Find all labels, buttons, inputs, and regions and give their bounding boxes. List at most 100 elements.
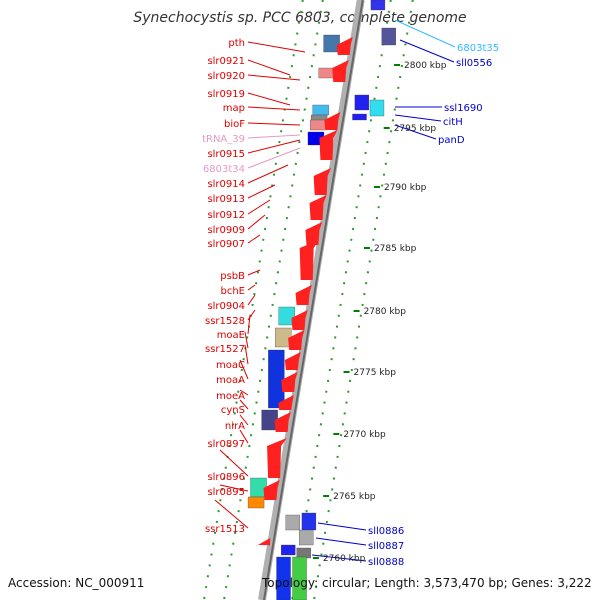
gene-label: moaA <box>216 375 245 386</box>
dot-line-left-inner <box>223 0 324 600</box>
kbp-tick-label: 2770 kbp <box>343 430 386 440</box>
gene-block <box>323 34 340 53</box>
gene-label: nirA <box>225 421 245 432</box>
forward-gene-arrow <box>336 37 353 55</box>
leader-line <box>214 499 249 529</box>
accession-text: Accession: NC_000911 <box>8 576 145 590</box>
leader-line <box>239 429 249 444</box>
dot-line-left-outer <box>203 0 304 600</box>
gene-label: psbB <box>220 271 245 282</box>
leader-line <box>247 106 301 111</box>
gene-label: moeA <box>216 391 245 402</box>
label-leader-lines <box>214 19 456 562</box>
leader-line <box>311 554 367 562</box>
reverse-gene-block <box>299 529 314 546</box>
gene-label: slr0904 <box>207 301 245 312</box>
leader-line <box>219 449 249 477</box>
gene-block <box>312 104 329 116</box>
forward-gene-arrow <box>274 412 291 432</box>
kbp-tick-label: 2790 kbp <box>384 183 427 193</box>
leader-line <box>247 92 291 106</box>
leader-line <box>394 114 442 122</box>
dot-line-right-outer <box>313 0 414 600</box>
forward-gene-arrow <box>288 330 305 350</box>
dot-line-right-inner <box>291 0 392 600</box>
genome-info-text: Topology: circular; Length: 3,573,470 bp… <box>262 576 592 590</box>
leader-line <box>239 414 249 426</box>
backbone-line <box>263 0 364 600</box>
leader-line <box>247 199 271 215</box>
forward-gene-arrow <box>281 372 298 392</box>
leader-line <box>315 537 367 546</box>
kbp-tick-label: 2765 kbp <box>333 492 376 502</box>
gene-label: moaE <box>217 330 245 341</box>
forward-gene-arrow <box>313 168 332 195</box>
leader-line <box>247 122 301 126</box>
gene-label: ssl1690 <box>444 103 483 114</box>
forward-gene-arrow <box>299 240 320 280</box>
gene-label: slr0912 <box>207 210 245 221</box>
reverse-gene-block <box>354 94 370 111</box>
gene-label: ssr1528 <box>205 316 245 327</box>
leader-line <box>239 389 249 396</box>
gene-label: map <box>223 103 245 114</box>
forward-gene-arrow <box>278 395 294 410</box>
reverse-gene-block <box>301 512 317 531</box>
leader-line <box>239 359 249 380</box>
forward-gene-arrow <box>305 222 323 245</box>
gene-label: sll0887 <box>368 541 404 552</box>
gene-label: 6803t35 <box>457 43 499 54</box>
gene-label: bioF <box>224 119 245 130</box>
leader-line <box>244 344 249 365</box>
reverse-gene-block <box>281 544 296 556</box>
forward-gene-arrow <box>309 195 327 220</box>
gene-block <box>278 306 295 326</box>
reverse-gene-block <box>352 113 367 121</box>
forward-gene-arrow <box>291 310 308 330</box>
reverse-gene-block <box>292 556 307 600</box>
leader-line <box>247 214 266 230</box>
leader-line <box>247 269 261 276</box>
forward-gene-arrow <box>263 480 280 500</box>
leader-line <box>247 309 256 321</box>
gene-label: slr0921 <box>207 56 245 67</box>
leader-line <box>219 484 249 492</box>
kbp-tick-label: 2760 kbp <box>323 554 366 564</box>
gene-label: slr0920 <box>207 71 245 82</box>
gene-label: cynS <box>221 405 245 416</box>
gene-label: ssr1513 <box>205 524 245 535</box>
leader-line <box>247 184 276 199</box>
gene-label: pth <box>228 38 245 49</box>
gene-label: sll0886 <box>368 526 404 537</box>
gene-label: ssr1527 <box>205 344 245 355</box>
kbp-tick-label: 2785 kbp <box>374 244 417 254</box>
gene-label: panD <box>438 135 465 146</box>
leader-line <box>247 147 301 169</box>
leader-line <box>247 294 256 306</box>
gene-labels: pthslr0921slr0920slr0919mapbioFtRNA_39sl… <box>202 38 499 568</box>
leader-line <box>394 124 437 140</box>
backbone-shadow <box>258 0 365 600</box>
leader-line <box>247 234 261 244</box>
forward-gene-arrow <box>319 130 338 160</box>
gene-label: slr0915 <box>207 149 245 160</box>
forward-gene-arrow <box>256 538 271 546</box>
leader-line <box>247 284 256 291</box>
gene-label: 6803t34 <box>203 164 245 175</box>
leader-line <box>247 164 289 184</box>
leader-line <box>247 41 306 53</box>
leader-line <box>399 39 455 63</box>
forward-gene-arrow <box>324 112 341 130</box>
gene-label: slr0919 <box>207 89 245 100</box>
kbp-ticks: 2800 kbp 2795 kbp 2790 kbp 2785 kbp 2780 kbp… <box>312 61 447 564</box>
gene-label: moaC <box>216 360 245 371</box>
gene-label: sll0556 <box>456 58 492 69</box>
kbp-tick-label: 2780 kbp <box>364 307 407 317</box>
leader-line <box>247 314 251 335</box>
genome-title: Synechocystis sp. PCC 6803, complete gen… <box>133 10 467 26</box>
gene-label: slr0895 <box>207 487 245 498</box>
forward-gene-arrow <box>284 352 301 370</box>
leader-line <box>247 139 301 154</box>
gene-label: sll0888 <box>368 557 404 568</box>
gene-label: bchE <box>220 286 245 297</box>
